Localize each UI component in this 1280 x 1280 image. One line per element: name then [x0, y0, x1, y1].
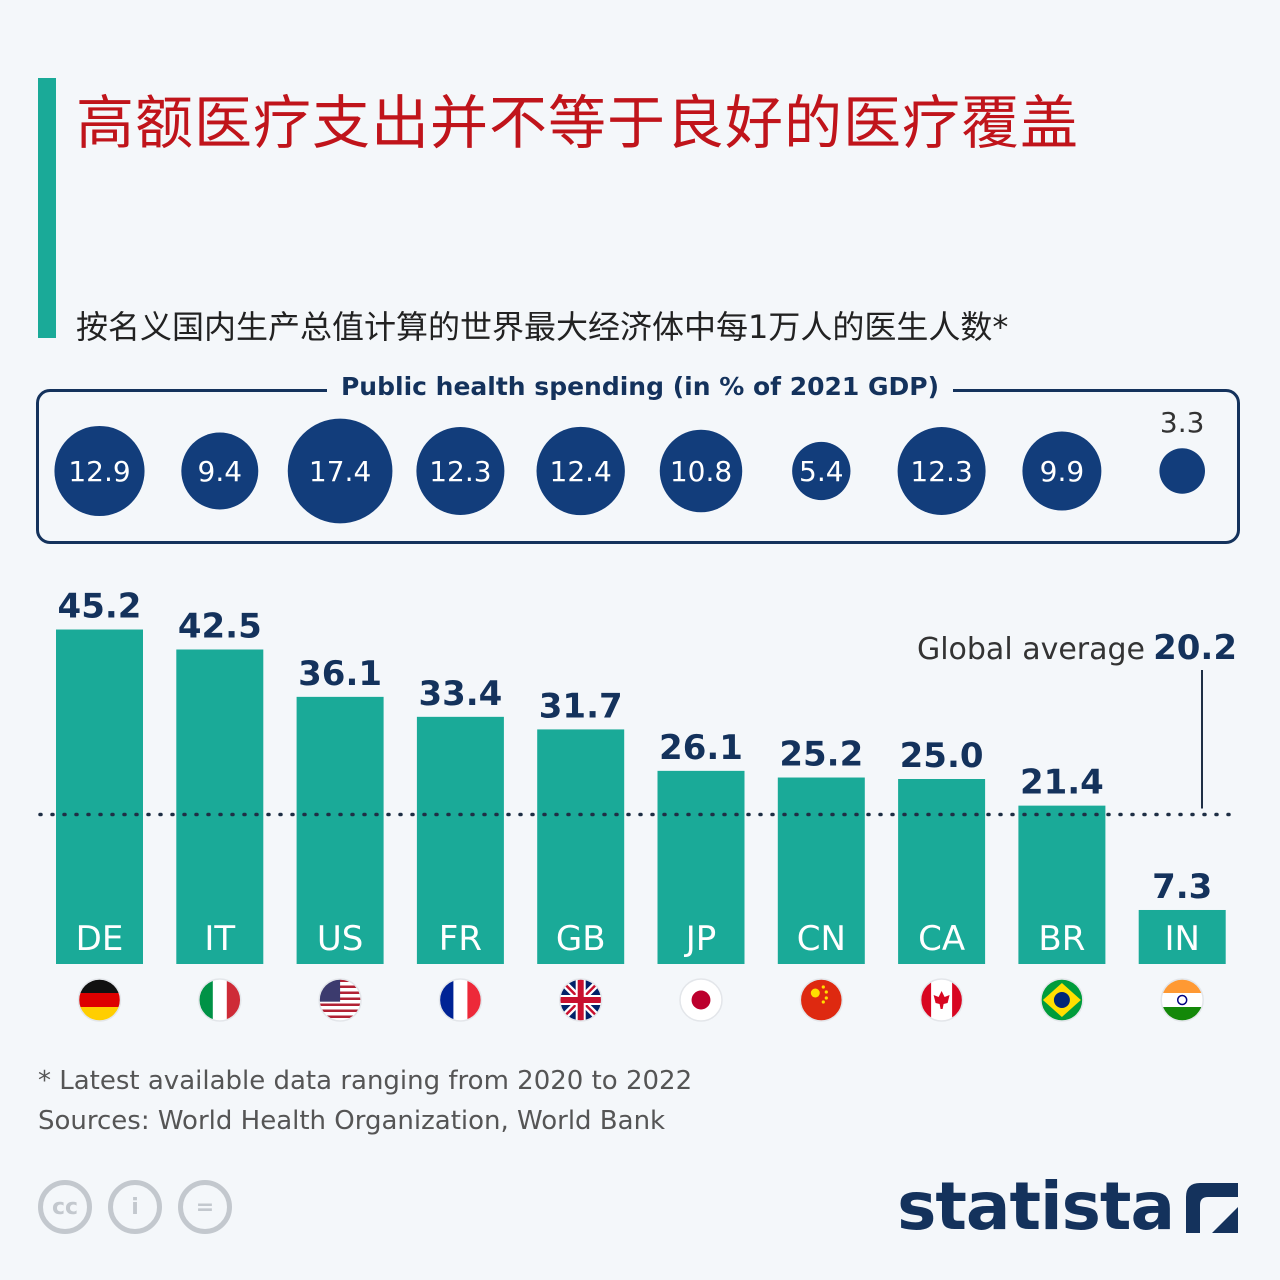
spending-bubble-label: 12.3: [910, 455, 972, 488]
spending-bubble-label: 3.3: [1160, 406, 1205, 439]
bar-value-label: 33.4: [418, 674, 502, 714]
bar-cn: [777, 777, 865, 964]
category-label: CA: [918, 919, 965, 959]
spending-bubble: [897, 426, 986, 516]
category-label: IN: [1164, 919, 1199, 959]
spending-bubble-label: 12.4: [550, 455, 612, 488]
spending-bubble-label: 9.4: [198, 455, 243, 488]
spending-bubble-label: 17.4: [309, 455, 371, 488]
spending-bubble: [1022, 431, 1102, 511]
bar-value-label: 45.2: [58, 587, 142, 627]
bar-de: [56, 629, 143, 964]
chart-title: 高额医疗支出并不等于良好的医疗覆盖: [76, 89, 1080, 157]
global-average-value: 20.2: [1153, 628, 1237, 668]
bar-br: [1018, 805, 1106, 964]
category-label: IT: [204, 919, 235, 959]
statista-logo-mark-icon: [1186, 1182, 1238, 1233]
category-label: JP: [684, 919, 717, 959]
accent-bar: [38, 78, 56, 338]
category-label: DE: [76, 919, 124, 959]
chart-subtitle: 按名义国内生产总值计算的世界最大经济体中每1万人的医生人数*: [76, 308, 1009, 346]
spending-bubble-label: 12.9: [68, 455, 130, 488]
bar-it: [176, 649, 264, 964]
spending-bubble: [416, 426, 505, 516]
bar-jp: [657, 770, 745, 964]
category-label: BR: [1038, 919, 1085, 959]
spending-bubble: [181, 432, 259, 510]
japan-flag-icon: [679, 978, 723, 1022]
india-flag-icon: [1160, 978, 1204, 1022]
statista-logo-text: statista: [897, 1168, 1175, 1245]
brazil-flag-icon: [1040, 978, 1084, 1022]
category-label: GB: [556, 919, 606, 959]
spending-bubble: [536, 426, 625, 516]
spending-bubble-label: 10.8: [670, 455, 732, 488]
spending-bubble-label: 9.9: [1040, 455, 1085, 488]
spending-bubble-label: 12.3: [429, 455, 491, 488]
italy-flag-icon: [198, 978, 242, 1022]
bar-value-label: 42.5: [178, 607, 262, 647]
bar-ca: [898, 779, 986, 964]
spending-panel-label: Public health spending (in % of 2021 GDP…: [326, 372, 954, 401]
statista-logo[interactable]: statista: [897, 1168, 1242, 1245]
attribution-icon[interactable]: i: [108, 1180, 162, 1234]
spending-bubble: [659, 429, 743, 513]
spending-bubble: [287, 418, 393, 524]
spending-bubble: [1159, 448, 1205, 494]
cc-icon[interactable]: cc: [38, 1180, 92, 1234]
germany-flag-icon: [77, 978, 122, 1022]
spending-panel-label-wrap: Public health spending (in % of 2021 GDP…: [0, 372, 1280, 401]
bar-value-label: 21.4: [1020, 763, 1104, 803]
spending-bubble: [54, 425, 145, 517]
bar-value-label: 31.7: [539, 686, 623, 726]
bar-value-label: 25.0: [900, 736, 984, 776]
footnote: * Latest available data ranging from 202…: [38, 1066, 693, 1096]
china-flag-icon: [799, 978, 844, 1022]
bar-value-label: 25.2: [779, 735, 863, 775]
global-average-label: Global average: [917, 632, 1145, 667]
bar-fr: [416, 716, 504, 964]
no-derivatives-icon[interactable]: =: [178, 1180, 232, 1234]
uk-flag-icon: [558, 978, 603, 1022]
category-label: CN: [797, 919, 846, 959]
sources: Sources: World Health Organization, Worl…: [38, 1106, 666, 1136]
canada-flag-icon: [919, 978, 964, 1022]
category-label: FR: [439, 919, 482, 959]
category-label: US: [317, 919, 363, 959]
france-flag-icon: [438, 978, 483, 1022]
spending-bubble: [792, 441, 851, 501]
bar-value-label: 26.1: [659, 728, 743, 768]
bar-value-label: 36.1: [298, 654, 382, 694]
license-icons: cc i =: [38, 1180, 232, 1234]
bar-in: [1138, 909, 1226, 964]
bar-gb: [537, 729, 625, 964]
bar-value-label: 7.3: [1152, 867, 1212, 907]
usa-flag-icon: [318, 978, 362, 1022]
spending-bubble-label: 5.4: [799, 455, 844, 488]
bar-us: [296, 696, 384, 964]
